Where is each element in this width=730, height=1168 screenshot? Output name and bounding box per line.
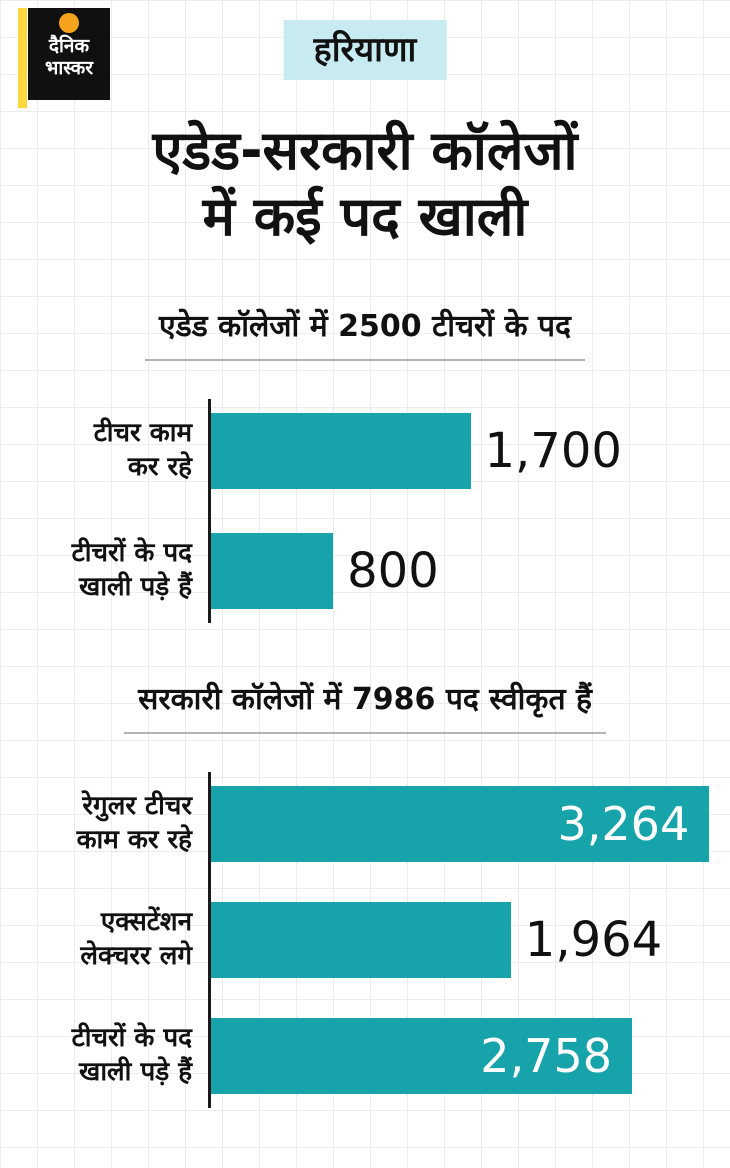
value-label: 3,264	[557, 796, 690, 851]
section-heading-2-text: सरकारी कॉलेजों में 7986 पद स्वीकृत हैं	[124, 677, 606, 734]
section-heading-1: एडेड कॉलेजों में 2500 टीचरों के पद	[0, 304, 730, 361]
chart-axis-line	[208, 771, 211, 1108]
category-label: एक्सटेंशन लेक्चरर लगे	[80, 906, 192, 971]
chart-government-colleges: रेगुलर टीचर काम कर रहे 3,264 एक्सटेंशन ल…	[0, 771, 730, 1108]
category-label: टीचरों के पद खाली पड़े हैं	[71, 1022, 192, 1087]
bar	[211, 532, 334, 609]
category-label: रेगुलर टीचर काम कर रहे	[76, 790, 192, 855]
page-title: एडेड-सरकारी कॉलेजों में कई पद खाली	[152, 119, 578, 248]
section-heading-2: सरकारी कॉलेजों में 7986 पद स्वीकृत हैं	[0, 677, 730, 734]
category-label: टीचर काम कर रहे	[93, 417, 192, 482]
sun-icon	[59, 13, 79, 33]
bar	[211, 901, 511, 978]
logo-yellow-strip	[18, 8, 27, 108]
value-label: 1,700	[484, 422, 622, 479]
logo-box: दैनिक भास्कर	[28, 8, 110, 100]
publisher-logo: दैनिक भास्कर	[18, 8, 110, 108]
value-label: 800	[347, 542, 439, 599]
bar-area: 3,264	[211, 785, 730, 862]
bar-area: 1,700	[211, 412, 730, 489]
value-label: 2,758	[480, 1028, 612, 1083]
bar-row: टीचरों के पद खाली पड़े हैं 2,758	[0, 1017, 730, 1094]
bar-row: रेगुलर टीचर काम कर रहे 3,264	[0, 785, 730, 862]
bar-area: 2,758	[211, 1017, 730, 1094]
bar: 3,264	[211, 785, 710, 862]
bar-row: टीचरों के पद खाली पड़े हैं 800	[0, 532, 730, 609]
state-badge: हरियाणा	[283, 20, 447, 80]
bar: 2,758	[211, 1017, 632, 1094]
bar-row: टीचर काम कर रहे 1,700	[0, 412, 730, 489]
bar	[211, 412, 471, 489]
bar-row: एक्सटेंशन लेक्चरर लगे 1,964	[0, 901, 730, 978]
bar-area: 1,964	[211, 901, 730, 978]
chart-axis-line	[208, 398, 211, 623]
logo-text: दैनिक भास्कर	[44, 35, 94, 79]
section-heading-1-text: एडेड कॉलेजों में 2500 टीचरों के पद	[145, 304, 585, 361]
bar-area: 800	[211, 532, 730, 609]
value-label: 1,964	[524, 911, 663, 968]
category-label: टीचरों के पद खाली पड़े हैं	[71, 537, 192, 602]
chart-aided-colleges: टीचर काम कर रहे 1,700 टीचरों के पद खाली …	[0, 398, 730, 623]
